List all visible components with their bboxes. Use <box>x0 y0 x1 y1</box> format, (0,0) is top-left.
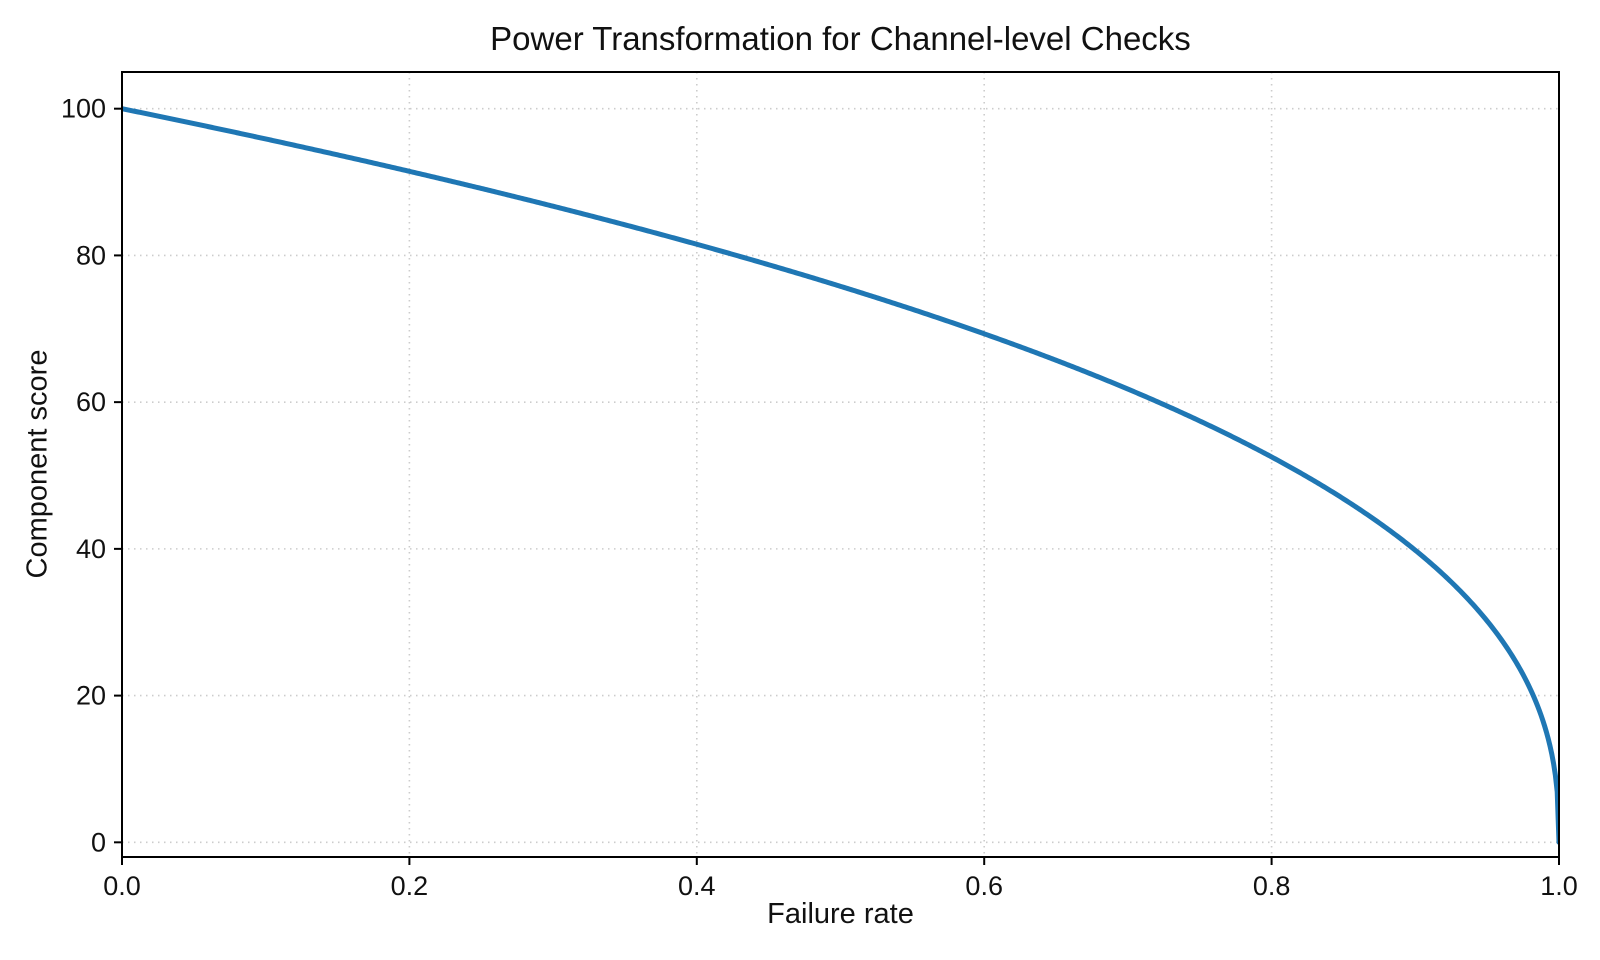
y-axis-label: Component score <box>21 349 54 579</box>
x-tick-label: 0.6 <box>965 871 1003 901</box>
y-tick-label: 20 <box>76 681 106 711</box>
plot-border <box>121 71 1560 858</box>
score-curve <box>122 106 1559 845</box>
y-tick-label: 40 <box>76 534 106 564</box>
y-tick-label: 100 <box>61 94 106 124</box>
x-tick-label: 0.2 <box>391 871 429 901</box>
x-axis-label: Failure rate <box>767 898 914 930</box>
x-tick-label: 0.8 <box>1253 871 1291 901</box>
x-tick-label: 1.0 <box>1540 871 1578 901</box>
y-tick-label: 60 <box>76 387 106 417</box>
y-tick-label: 80 <box>76 240 106 270</box>
chart-title: Power Transformation for Channel-level C… <box>490 20 1191 57</box>
y-tick-label: 0 <box>91 827 106 857</box>
x-tick-label: 0.0 <box>103 871 141 901</box>
x-tick-label: 0.4 <box>678 871 716 901</box>
